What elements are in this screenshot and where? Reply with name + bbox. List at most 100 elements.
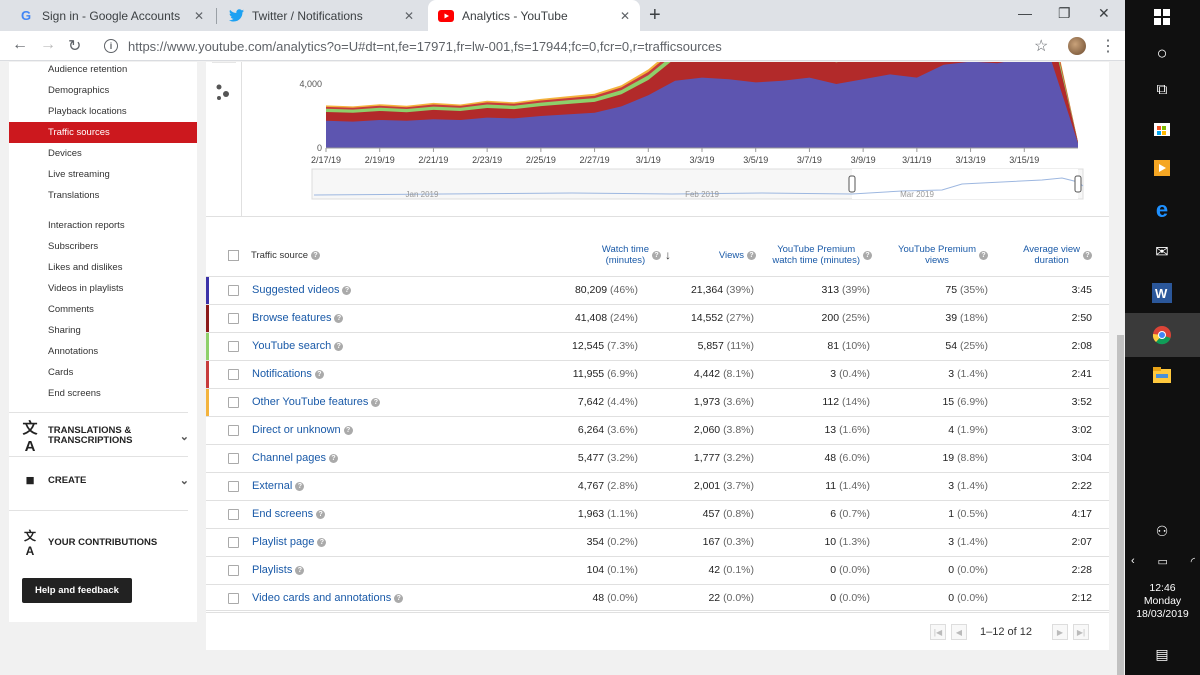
source-label[interactable]: Video cards and annotations [252, 592, 392, 604]
source-label[interactable]: Browse features [252, 312, 332, 324]
traffic-source-link[interactable]: Playlist page? [252, 536, 327, 548]
navigator-handle[interactable] [848, 175, 856, 193]
restore-icon[interactable]: ❐ [1058, 5, 1071, 21]
row-checkbox[interactable] [228, 341, 239, 352]
page-scrollbar[interactable] [1116, 62, 1125, 675]
first-page-icon[interactable]: |◀ [930, 624, 946, 640]
word-icon[interactable]: W [1149, 280, 1175, 306]
navigator-handle[interactable] [1074, 175, 1082, 193]
row-checkbox[interactable] [228, 369, 239, 380]
traffic-source-link[interactable]: Video cards and annotations? [252, 592, 404, 604]
media-player-icon[interactable] [1149, 155, 1175, 181]
help-icon[interactable]: ? [334, 313, 344, 323]
header-premium-views[interactable]: YouTube Premium views ? [888, 244, 988, 266]
header-watch-time[interactable]: Watch time (minutes) ? ↓ [551, 244, 671, 266]
help-icon[interactable]: ? [1083, 250, 1092, 260]
sidebar-item-sharing[interactable]: Sharing [48, 325, 81, 336]
row-checkbox[interactable] [228, 537, 239, 548]
sidebar-section-create[interactable]: ■ CREATE ⌄ [21, 470, 193, 490]
help-icon[interactable]: ? [295, 565, 305, 575]
row-checkbox[interactable] [228, 453, 239, 464]
sidebar-item-interaction-reports[interactable]: Interaction reports [48, 220, 125, 231]
row-checkbox[interactable] [228, 285, 239, 296]
last-page-icon[interactable]: ▶| [1073, 624, 1089, 640]
help-icon[interactable]: ? [371, 397, 381, 407]
help-icon[interactable]: ? [343, 425, 353, 435]
table-row[interactable]: External? 4,767 (2.8%) 2,001 (3.7%) 11 (1.4… [206, 473, 1109, 501]
sidebar-item-likes-dislikes[interactable]: Likes and dislikes [48, 262, 123, 273]
table-row[interactable]: Suggested videos? 80,209 (46%) 21,364 (39%… [206, 277, 1109, 305]
help-icon[interactable]: ? [311, 250, 321, 260]
address-bar[interactable]: i https://www.youtube.com/analytics?o=U#… [96, 34, 1060, 58]
chrome-icon[interactable] [1149, 322, 1175, 348]
row-checkbox[interactable] [228, 565, 239, 576]
window-close-icon[interactable]: ✕ [1098, 5, 1110, 21]
help-icon[interactable]: ? [342, 285, 352, 295]
source-label[interactable]: Channel pages [252, 452, 327, 464]
sidebar-item-translations[interactable]: Translations [48, 190, 100, 201]
table-row[interactable]: YouTube search? 12,545 (7.3%) 5,857 (11%) 8… [206, 333, 1109, 361]
back-icon[interactable]: ← [12, 36, 28, 53]
traffic-source-link[interactable]: Notifications? [252, 368, 324, 380]
sidebar-item-comments[interactable]: Comments [48, 304, 94, 315]
row-checkbox[interactable] [228, 509, 239, 520]
windows-start-icon[interactable] [1149, 4, 1175, 30]
help-icon[interactable]: ? [863, 250, 872, 260]
row-checkbox[interactable] [228, 313, 239, 324]
traffic-source-link[interactable]: Suggested videos? [252, 284, 352, 296]
prev-page-icon[interactable]: ◀ [951, 624, 967, 640]
bookmark-star-icon[interactable]: ☆ [1034, 38, 1049, 55]
traffic-source-link[interactable]: YouTube search? [252, 340, 344, 352]
sidebar-item-cards[interactable]: Cards [48, 367, 74, 378]
source-label[interactable]: Direct or unknown [252, 424, 341, 436]
new-tab-icon[interactable]: + [649, 4, 661, 26]
help-icon[interactable]: ? [747, 250, 756, 260]
traffic-source-link[interactable]: Browse features? [252, 312, 344, 324]
help-icon[interactable]: ? [394, 593, 404, 603]
tab-twitter[interactable]: Twitter / Notifications ✕ [218, 0, 424, 31]
traffic-source-link[interactable]: End screens? [252, 508, 326, 520]
sidebar-item-devices[interactable]: Devices [48, 148, 82, 159]
sidebar-section-translations[interactable]: 文A TRANSLATIONS & TRANSCRIPTIONS ⌄ [21, 420, 193, 455]
scrollbar-thumb[interactable] [1117, 335, 1124, 675]
help-icon[interactable]: ? [652, 250, 661, 260]
table-row[interactable]: Other YouTube features? 7,642 (4.4%) 1,973… [206, 389, 1109, 417]
chevron-left-icon[interactable]: ‹ [1131, 555, 1135, 567]
close-icon[interactable]: ✕ [619, 9, 630, 23]
sidebar-item-demographics[interactable]: Demographics [48, 85, 110, 96]
source-label[interactable]: Notifications [252, 368, 312, 380]
next-page-icon[interactable]: ▶ [1052, 624, 1068, 640]
task-view-icon[interactable]: ⧉ [1156, 80, 1168, 98]
source-label[interactable]: End screens [252, 508, 314, 520]
traffic-source-link[interactable]: Other YouTube features? [252, 396, 381, 408]
header-views[interactable]: Views? [676, 250, 756, 261]
source-label[interactable]: Suggested videos [252, 284, 340, 296]
help-feedback-button[interactable]: Help and feedback [22, 578, 132, 603]
table-row[interactable]: Video cards and annotations? 48 (0.0%) 22 … [206, 585, 1109, 613]
table-row[interactable]: End screens? 1,963 (1.1%) 457 (0.8%) 6 (0.7… [206, 501, 1109, 529]
table-row[interactable]: Channel pages? 5,477 (3.2%) 1,777 (3.2%) 48… [206, 445, 1109, 473]
row-checkbox[interactable] [228, 481, 239, 492]
notification-center-icon[interactable]: ▤ [1155, 645, 1169, 662]
cortana-icon[interactable]: ○ [1156, 42, 1168, 63]
source-label[interactable]: External [252, 480, 293, 492]
sidebar-item-traffic-sources[interactable]: Traffic sources [9, 122, 197, 143]
tab-google-sign-in[interactable]: G Sign in - Google Accounts ✕ [8, 0, 214, 31]
row-checkbox[interactable] [228, 397, 239, 408]
help-icon[interactable]: ? [334, 341, 344, 351]
minimize-icon[interactable]: — [1018, 5, 1032, 21]
traffic-chart[interactable]: 4,000 0 2/17/19 2/19/19 2/21/19 2/23/19 2/25/1… [242, 62, 1108, 217]
sort-descending-icon[interactable]: ↓ [665, 247, 671, 262]
table-row[interactable]: Playlist page? 354 (0.2%) 167 (0.3%) 10 (1.… [206, 529, 1109, 557]
sidebar-section-contributions[interactable]: 文A YOUR CONTRIBUTIONS [21, 529, 193, 558]
area-series-suggested-videos[interactable] [326, 62, 1078, 148]
help-icon[interactable]: ? [979, 250, 988, 260]
help-icon[interactable]: ? [314, 369, 324, 379]
sidebar-item-subscribers[interactable]: Subscribers [48, 241, 99, 252]
forward-icon[interactable]: → [40, 36, 56, 53]
traffic-source-link[interactable]: Playlists? [252, 564, 305, 576]
table-row[interactable]: Direct or unknown? 6,264 (3.6%) 2,060 (3.8… [206, 417, 1109, 445]
avatar[interactable] [1068, 37, 1086, 55]
tab-youtube-analytics[interactable]: Analytics - YouTube ✕ [428, 0, 640, 31]
sidebar-item-annotations[interactable]: Annotations [48, 346, 99, 357]
